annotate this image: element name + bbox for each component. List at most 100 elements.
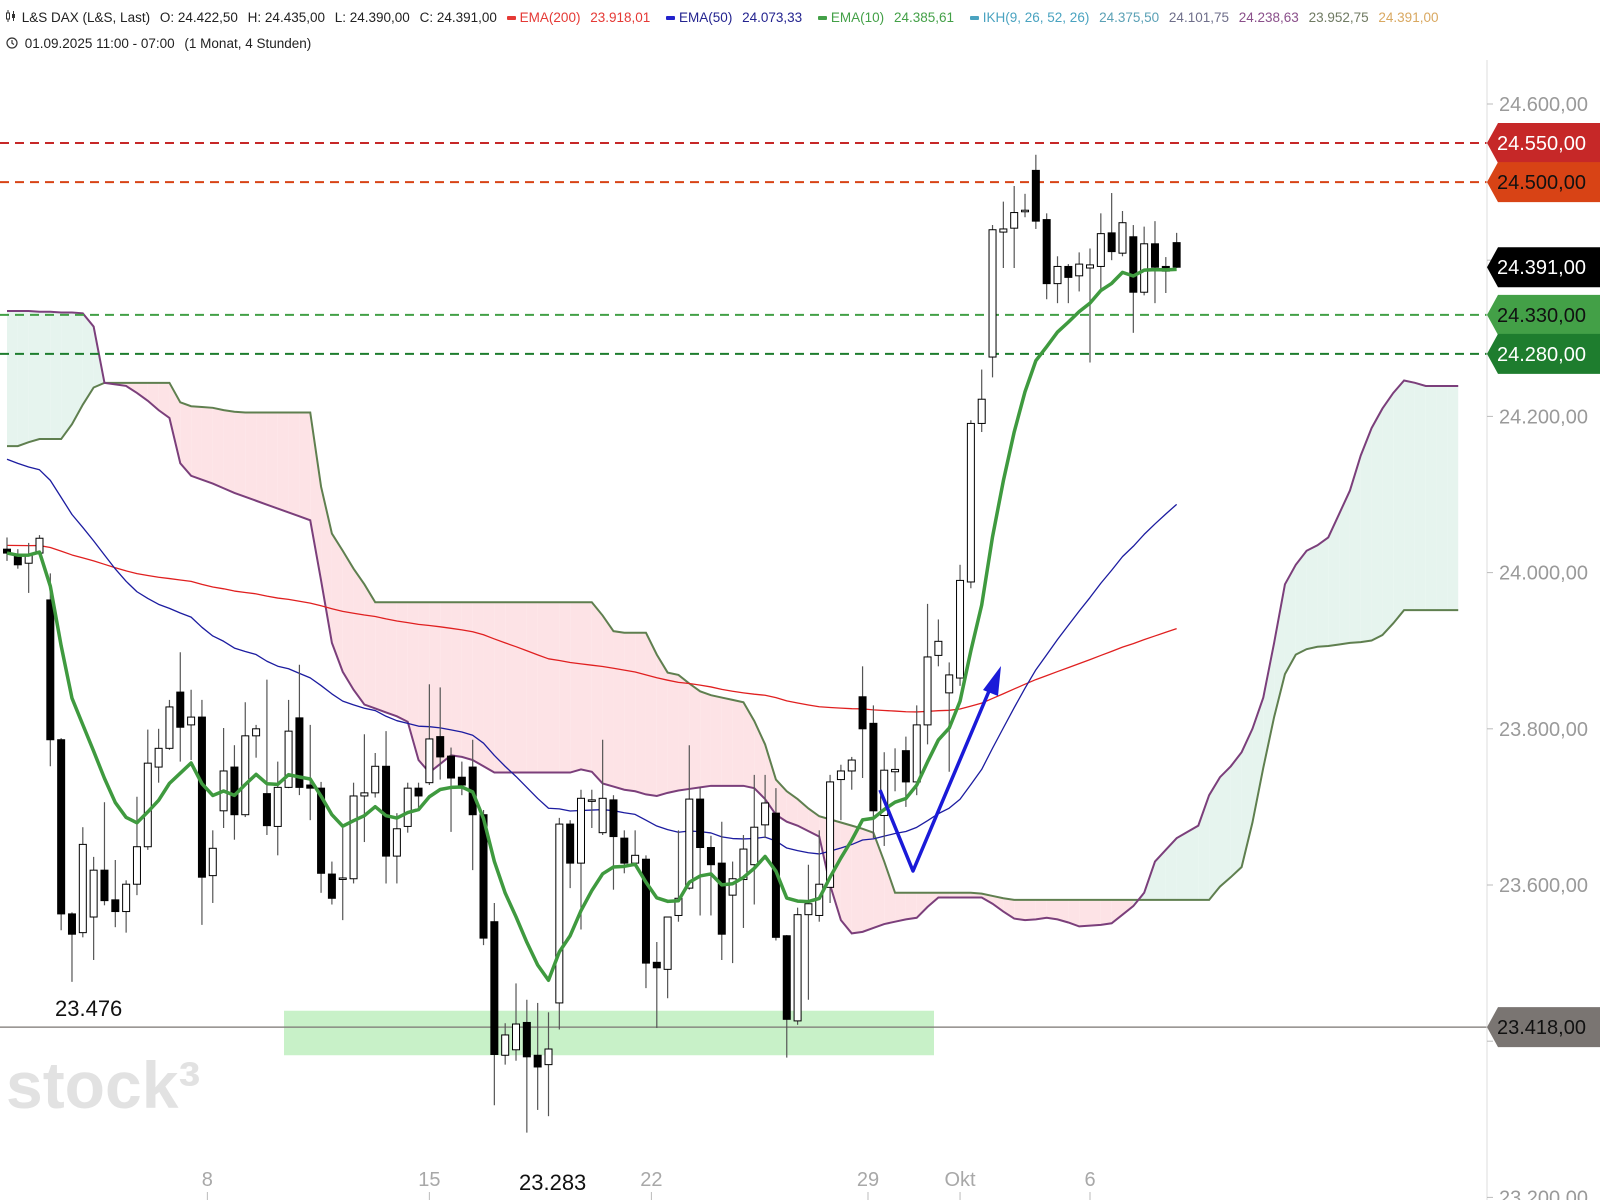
candle xyxy=(1021,193,1030,218)
ema10-swatch xyxy=(817,16,827,21)
ichimoku-cloud-segment xyxy=(418,602,430,773)
candle xyxy=(696,787,705,916)
ichimoku-cloud-segment xyxy=(1046,899,1058,920)
ichimoku-cloud-segment xyxy=(559,602,571,773)
ohlc-close: C: 24.391,00 xyxy=(419,10,497,25)
candle-body-up xyxy=(1021,209,1030,213)
ichimoku-cloud-segment xyxy=(1219,766,1231,887)
candle-body-up xyxy=(912,724,921,783)
candle xyxy=(587,789,596,828)
ichimoku-cloud-segment xyxy=(1230,752,1242,878)
candle-body-down xyxy=(457,776,466,786)
candle xyxy=(306,724,315,821)
candle xyxy=(132,796,141,896)
price-tag-24280[interactable]: 24.280,00 xyxy=(1487,333,1600,374)
candle xyxy=(512,983,521,1061)
candle-body-down xyxy=(696,798,705,849)
candle-body-down xyxy=(295,717,304,788)
candle-body-up xyxy=(836,770,845,781)
ichimoku-cloud-segment xyxy=(548,602,560,773)
candle xyxy=(1031,154,1040,229)
candle-body-up xyxy=(663,916,672,970)
ema-200-line xyxy=(6,544,1177,713)
candle-body-up xyxy=(1053,265,1062,285)
candle-body-down xyxy=(566,823,575,864)
stock3-watermark-logo: stock³ xyxy=(6,1048,200,1122)
candle xyxy=(1107,193,1116,261)
ichimoku-cloud-segment xyxy=(1090,899,1101,926)
price-tag-23418[interactable]: 23.418,00 xyxy=(1487,1007,1600,1048)
y-tick-label: 24.200,00 xyxy=(1499,406,1588,428)
candle-body-up xyxy=(750,826,759,866)
ichimoku-cloud-segment xyxy=(960,892,971,898)
candle xyxy=(252,724,261,758)
ichimoku-cloud-segment xyxy=(494,602,506,773)
candle xyxy=(631,830,640,866)
candle xyxy=(804,864,813,1000)
candle-body-up xyxy=(284,730,293,788)
ichimoku-cloud-segment xyxy=(851,825,863,934)
ichimoku-cloud-segment xyxy=(451,602,462,757)
ichimoku-cloud-segment xyxy=(1025,899,1036,921)
candle xyxy=(338,827,347,921)
ichimoku-cloud-segment xyxy=(288,412,300,517)
ichimoku-cloud-segment xyxy=(82,313,94,405)
candle xyxy=(457,761,466,796)
candle xyxy=(641,855,650,989)
legend-ema200[interactable]: EMA(200) 23.918,01 xyxy=(506,10,657,25)
period-label: (1 Monat, 4 Stunden) xyxy=(184,36,312,51)
candle-body-down xyxy=(1064,265,1073,278)
date-range: 01.09.2025 11:00 - 07:00 xyxy=(24,36,175,51)
candle xyxy=(295,664,304,796)
chart-range-row: 01.09.2025 11:00 - 07:00 (1 Monat, 4 Stu… xyxy=(6,36,317,51)
ichimoku-cloud-segment xyxy=(50,311,62,440)
candle xyxy=(1086,248,1094,363)
candle xyxy=(241,702,250,818)
candle-body-up xyxy=(631,854,640,864)
candle-body-up xyxy=(1140,243,1149,293)
candle-body-up xyxy=(587,799,596,802)
candle xyxy=(966,420,975,589)
ohlc-high: H: 24.435,00 xyxy=(247,10,325,25)
price-tag-24500[interactable]: 24.500,00 xyxy=(1487,162,1600,203)
candle-body-up xyxy=(122,883,131,913)
candle xyxy=(1118,210,1127,257)
last-price-label: 24.391,00 xyxy=(1497,257,1586,279)
ichimoku-cloud-segment xyxy=(1165,838,1177,900)
ichimoku-cloud-segment xyxy=(1154,849,1166,900)
price-tag-24330[interactable]: 24.330,00 xyxy=(1487,294,1600,335)
ichimoku-cloud-segment xyxy=(256,412,267,505)
candle xyxy=(317,781,326,893)
candle-body-down xyxy=(327,873,336,899)
price-tag-label: 24.330,00 xyxy=(1497,305,1586,327)
candle xyxy=(566,820,575,889)
ichimoku-cloud-segment xyxy=(505,602,517,773)
ichimoku-cloud-segment xyxy=(840,822,852,934)
ichimoku-cloud-segment xyxy=(136,382,148,401)
candle xyxy=(652,942,661,1028)
support-zone xyxy=(284,1010,934,1056)
ichimoku-cloud-segment xyxy=(1014,899,1026,921)
candle-body-up xyxy=(349,795,358,880)
legend-ema10[interactable]: EMA(10) 24.385,61 xyxy=(817,10,960,25)
candle-body-down xyxy=(1107,232,1116,253)
chart-legend-row: L&S DAX (L&S, Last) O: 24.422,50 H: 24.4… xyxy=(6,10,1450,25)
x-tick-label: Okt xyxy=(944,1169,976,1191)
candle-body-up xyxy=(793,914,802,1022)
x-tick-label: 8 xyxy=(202,1169,213,1191)
ichimoku-cloud-segment xyxy=(191,406,202,480)
candle xyxy=(165,699,174,750)
legend-ichimoku[interactable]: IKH(9, 26, 52, 26) 24.375,50 24.101,75 2… xyxy=(969,10,1445,25)
candle-body-down xyxy=(858,696,867,730)
candle xyxy=(555,817,564,1030)
candle xyxy=(143,729,152,850)
candle-body-up xyxy=(360,792,369,797)
price-tag-24550[interactable]: 24.550,00 xyxy=(1487,123,1600,164)
candle-body-up xyxy=(685,798,694,889)
ichimoku-cloud-segment xyxy=(1382,392,1394,636)
legend-ema50[interactable]: EMA(50) 24.073,33 xyxy=(666,10,808,25)
candle-body-down xyxy=(447,755,456,779)
ichimoku-cloud-segment xyxy=(1176,831,1188,900)
ichimoku-cloud-segment xyxy=(721,697,733,786)
